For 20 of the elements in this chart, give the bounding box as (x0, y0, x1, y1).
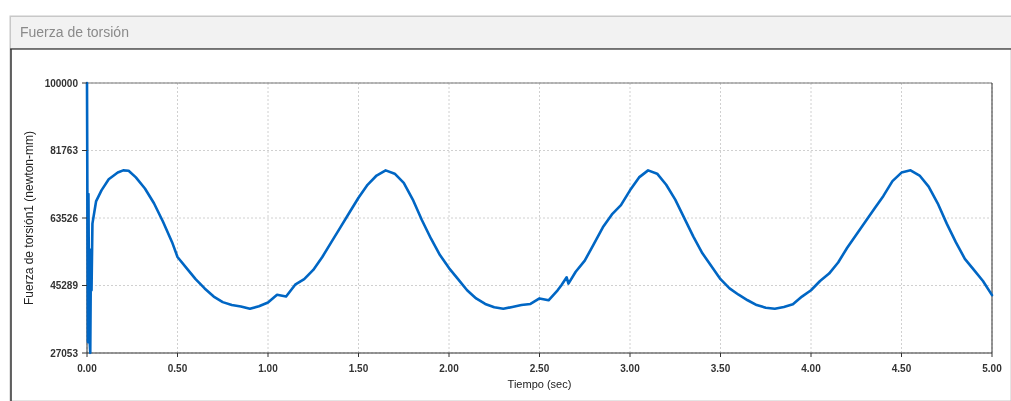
line-series (85, 81, 994, 355)
x-tick-label: 0.50 (167, 363, 188, 374)
x-tick-label: 5.00 (982, 363, 1003, 374)
y-tick-label: 45289 (50, 280, 79, 291)
x-axis-title: Tiempo (sec) (507, 378, 572, 390)
y-tick-label: 27053 (50, 347, 79, 359)
x-tick-label: 4.50 (891, 363, 912, 374)
x-tick-label: 0.00 (77, 363, 98, 374)
chart-title: Fuerza de torsión (20, 24, 129, 40)
x-tick-label: 2.50 (529, 363, 550, 374)
x-tick-label: 1.00 (258, 363, 279, 374)
y-axis-title: Fuerza de torsión1 (newton-mm) (22, 130, 36, 306)
x-tick-label: 4.00 (801, 363, 822, 374)
y-tick-label: 100000 (44, 77, 79, 89)
x-tick-label: 3.00 (620, 363, 641, 374)
x-tick-label: 2.00 (439, 363, 460, 374)
x-tick-label: 1.50 (348, 363, 369, 374)
y-tick-label: 63526 (50, 212, 79, 224)
x-tick-label: 3.50 (710, 363, 731, 374)
y-tick-label: 81763 (50, 145, 79, 156)
